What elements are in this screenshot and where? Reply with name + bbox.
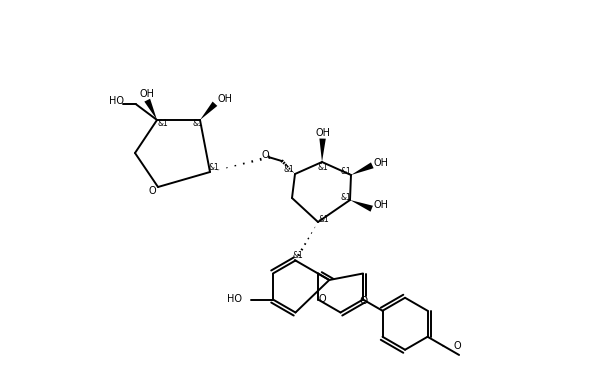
Text: OH: OH: [373, 200, 388, 210]
Text: O: O: [359, 296, 367, 306]
Text: OH: OH: [140, 89, 155, 99]
Text: &1: &1: [284, 164, 294, 173]
Polygon shape: [145, 99, 157, 120]
Text: &1: &1: [192, 120, 204, 129]
Text: &1: &1: [292, 251, 303, 260]
Polygon shape: [200, 102, 217, 120]
Text: &1: &1: [158, 120, 168, 129]
Polygon shape: [350, 200, 373, 212]
Text: &1: &1: [340, 193, 352, 201]
Text: HO: HO: [227, 295, 242, 305]
Text: O: O: [261, 150, 269, 160]
Text: OH: OH: [315, 128, 330, 137]
Text: O: O: [454, 341, 461, 351]
Text: HO: HO: [109, 96, 124, 107]
Text: &1: &1: [340, 166, 352, 176]
Text: &1: &1: [317, 163, 329, 171]
Text: &1: &1: [209, 163, 219, 171]
Text: O: O: [318, 295, 326, 305]
Text: OH: OH: [374, 158, 389, 168]
Text: &1: &1: [319, 215, 329, 223]
Text: O: O: [148, 186, 156, 196]
Text: OH: OH: [218, 94, 232, 104]
Polygon shape: [319, 139, 326, 162]
Polygon shape: [351, 163, 373, 175]
